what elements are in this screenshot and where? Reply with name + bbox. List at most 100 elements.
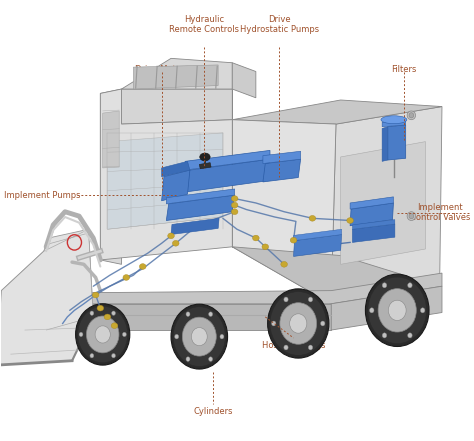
Polygon shape (108, 133, 223, 229)
Ellipse shape (220, 334, 224, 339)
Polygon shape (162, 170, 190, 201)
Ellipse shape (168, 233, 174, 239)
Ellipse shape (231, 202, 238, 208)
Ellipse shape (171, 304, 228, 369)
Ellipse shape (191, 328, 207, 346)
Polygon shape (232, 120, 336, 304)
Polygon shape (166, 195, 235, 220)
Ellipse shape (309, 345, 313, 350)
Ellipse shape (186, 312, 190, 317)
Polygon shape (232, 63, 256, 98)
Text: Implement Pumps: Implement Pumps (4, 191, 80, 200)
Text: Drive
Hydrostatic Pumps: Drive Hydrostatic Pumps (240, 15, 319, 34)
Polygon shape (263, 151, 301, 164)
Ellipse shape (382, 283, 387, 288)
Ellipse shape (388, 300, 406, 321)
Polygon shape (185, 159, 270, 192)
Polygon shape (232, 247, 439, 304)
Ellipse shape (270, 292, 327, 355)
Ellipse shape (231, 209, 238, 215)
Polygon shape (341, 142, 426, 264)
Ellipse shape (122, 332, 126, 336)
Polygon shape (382, 127, 388, 161)
Ellipse shape (378, 289, 416, 332)
Ellipse shape (407, 212, 416, 220)
Polygon shape (185, 150, 270, 170)
Text: Filters: Filters (392, 65, 417, 74)
Ellipse shape (320, 321, 325, 326)
Ellipse shape (123, 275, 129, 280)
Ellipse shape (182, 317, 216, 356)
Ellipse shape (280, 303, 317, 344)
Ellipse shape (90, 311, 94, 315)
Ellipse shape (209, 312, 213, 317)
Ellipse shape (186, 357, 190, 361)
Ellipse shape (209, 357, 213, 361)
Ellipse shape (112, 311, 116, 315)
Polygon shape (133, 65, 218, 89)
Polygon shape (0, 251, 46, 365)
Polygon shape (121, 58, 232, 89)
Polygon shape (232, 100, 442, 124)
Polygon shape (382, 120, 406, 127)
Polygon shape (293, 229, 342, 241)
Polygon shape (103, 111, 119, 168)
Polygon shape (293, 235, 342, 256)
Ellipse shape (409, 213, 414, 219)
Ellipse shape (290, 237, 297, 243)
Polygon shape (350, 203, 393, 226)
Ellipse shape (368, 277, 427, 344)
Ellipse shape (365, 274, 429, 347)
Polygon shape (331, 286, 442, 330)
Ellipse shape (95, 326, 110, 343)
Polygon shape (100, 89, 232, 260)
Ellipse shape (78, 306, 128, 363)
Ellipse shape (420, 308, 425, 313)
Ellipse shape (173, 240, 179, 246)
Ellipse shape (272, 321, 276, 326)
Ellipse shape (139, 264, 146, 269)
Polygon shape (331, 107, 442, 304)
Text: Hose & Fittings: Hose & Fittings (262, 341, 325, 350)
Polygon shape (162, 161, 190, 177)
Ellipse shape (97, 305, 104, 311)
Ellipse shape (382, 333, 387, 338)
Ellipse shape (86, 316, 119, 353)
Ellipse shape (79, 332, 83, 336)
Ellipse shape (231, 196, 238, 202)
Polygon shape (353, 220, 395, 229)
Polygon shape (121, 89, 232, 124)
Polygon shape (350, 197, 393, 209)
Ellipse shape (409, 113, 414, 118)
Ellipse shape (407, 111, 416, 120)
Polygon shape (263, 159, 301, 182)
Ellipse shape (112, 354, 116, 358)
Polygon shape (44, 245, 77, 330)
Ellipse shape (268, 289, 329, 358)
Polygon shape (74, 304, 331, 330)
Ellipse shape (262, 244, 269, 250)
Ellipse shape (90, 354, 94, 358)
Polygon shape (199, 163, 211, 169)
Ellipse shape (347, 218, 354, 223)
Ellipse shape (104, 314, 111, 320)
Ellipse shape (173, 307, 225, 366)
Polygon shape (74, 273, 442, 304)
Polygon shape (388, 125, 406, 160)
Polygon shape (171, 218, 219, 235)
Text: Hydraulic
Remote Controls: Hydraulic Remote Controls (169, 15, 239, 34)
Ellipse shape (408, 283, 412, 288)
Polygon shape (0, 229, 93, 365)
Ellipse shape (111, 323, 118, 329)
Ellipse shape (76, 304, 130, 365)
Ellipse shape (408, 333, 412, 338)
Ellipse shape (175, 334, 179, 339)
Ellipse shape (309, 297, 313, 302)
Text: Drive Motors: Drive Motors (135, 65, 189, 74)
Ellipse shape (253, 235, 259, 241)
Ellipse shape (309, 216, 316, 221)
Ellipse shape (284, 345, 288, 350)
Polygon shape (353, 224, 395, 243)
Ellipse shape (290, 314, 307, 333)
Ellipse shape (370, 308, 374, 313)
